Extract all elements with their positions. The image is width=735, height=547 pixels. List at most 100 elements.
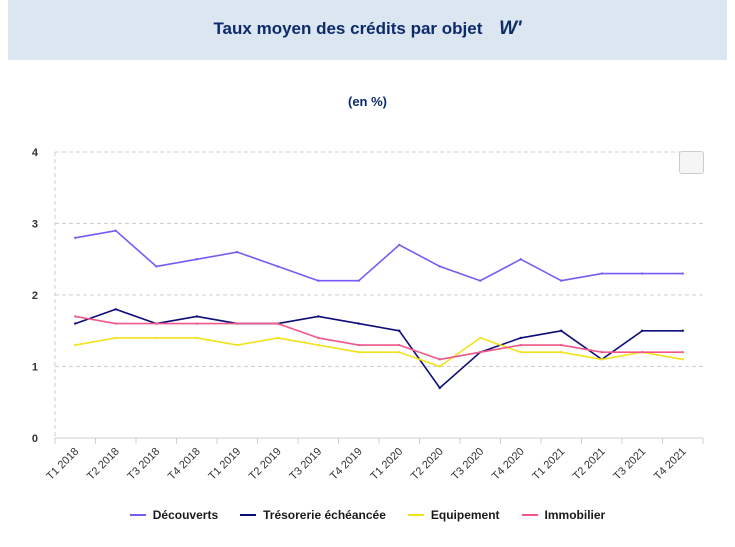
data-point <box>519 351 522 354</box>
x-tick-label: T3 2019 <box>287 446 324 483</box>
data-point <box>357 343 360 347</box>
data-point <box>519 336 522 340</box>
data-point <box>398 243 401 247</box>
x-tick-label: T1 2021 <box>530 446 567 483</box>
x-tick-label: T4 2018 <box>166 446 203 483</box>
chart-subtitle: (en %) <box>348 94 387 109</box>
chart-legend: Découverts Trésorerie échéancée Equipement… <box>0 508 735 522</box>
data-point <box>398 329 401 332</box>
legend-swatch <box>240 514 257 516</box>
data-point <box>317 315 320 318</box>
data-point <box>236 343 239 347</box>
legend-label: Immobilier <box>544 508 606 522</box>
x-tick-label: T2 2018 <box>85 446 122 483</box>
x-tick-label: T3 2021 <box>611 446 648 483</box>
x-tick-label: T4 2021 <box>652 446 689 483</box>
legend-label: Découverts <box>152 508 219 522</box>
series-line-0 <box>75 229 683 282</box>
data-point <box>357 279 360 282</box>
y-tick-label: 0 <box>32 433 38 445</box>
data-point <box>398 351 401 354</box>
data-point <box>438 386 441 390</box>
series-line-2 <box>75 337 683 368</box>
x-tick-label: T3 2018 <box>125 446 162 483</box>
data-point <box>74 236 77 239</box>
x-tick-label: T2 2019 <box>247 446 284 483</box>
data-point <box>74 322 77 325</box>
data-point <box>398 343 401 347</box>
data-point <box>641 329 644 332</box>
data-point <box>681 272 684 275</box>
x-tick-label: T1 2020 <box>368 446 405 483</box>
chart-menu-button[interactable] <box>679 151 704 174</box>
data-point <box>438 265 441 268</box>
data-point <box>600 272 603 275</box>
data-point <box>114 229 117 232</box>
x-tick-label: T1 2019 <box>206 446 243 483</box>
y-tick-label: 4 <box>32 147 39 159</box>
legend-item[interactable]: Découverts <box>129 508 219 522</box>
x-tick-label: T2 2021 <box>571 446 608 483</box>
data-point <box>681 351 684 354</box>
brand-logo: W' <box>499 18 522 39</box>
data-point <box>276 265 279 268</box>
x-tick-label: T4 2020 <box>490 446 527 483</box>
data-point <box>357 322 360 325</box>
data-point <box>600 358 603 361</box>
data-point <box>641 272 644 275</box>
data-point <box>114 336 117 340</box>
data-point <box>317 336 320 340</box>
data-point <box>74 343 77 347</box>
data-point <box>641 351 644 354</box>
data-point <box>600 351 603 354</box>
data-point <box>195 322 198 325</box>
y-tick-label: 3 <box>32 219 38 231</box>
x-tick-label: T3 2020 <box>449 446 486 483</box>
data-point <box>155 322 158 325</box>
series-line-1 <box>75 308 683 389</box>
legend-item[interactable]: Immobilier <box>521 508 606 522</box>
data-point <box>438 365 441 368</box>
data-point <box>74 315 77 318</box>
data-point <box>560 279 563 282</box>
data-point <box>317 279 320 282</box>
data-point <box>155 265 158 268</box>
y-tick-label: 1 <box>32 362 38 374</box>
legend-item[interactable]: Trésorerie échéancée <box>240 508 386 522</box>
data-point <box>276 322 279 325</box>
data-point <box>479 336 482 340</box>
data-point <box>438 358 441 361</box>
data-point <box>195 336 198 340</box>
data-point <box>560 329 563 332</box>
series-line-3 <box>75 315 683 361</box>
legend-swatch <box>129 514 146 516</box>
y-tick-label: 2 <box>32 290 38 302</box>
chart-header: Taux moyen des crédits par objet W' <box>8 0 727 60</box>
data-point <box>357 351 360 354</box>
legend-item[interactable]: Equipement <box>407 508 500 522</box>
chart-title-text: Taux moyen des crédits par objet <box>213 19 483 38</box>
x-tick-label: T1 2018 <box>44 446 81 483</box>
data-point <box>479 351 482 354</box>
x-tick-label: T2 2020 <box>409 446 446 483</box>
data-point <box>519 343 522 347</box>
data-point <box>560 351 563 354</box>
legend-label: Equipement <box>430 508 500 522</box>
data-point <box>276 336 279 340</box>
data-point <box>317 343 320 347</box>
chart-title: Taux moyen des crédits par objet W' <box>8 18 727 40</box>
data-point <box>236 250 239 254</box>
data-point <box>114 308 117 311</box>
data-point <box>479 279 482 282</box>
data-point <box>155 336 158 340</box>
data-point <box>236 322 239 325</box>
legend-label: Trésorerie échéancée <box>263 508 386 522</box>
x-tick-label: T4 2019 <box>328 446 365 483</box>
data-point <box>519 258 522 261</box>
data-point <box>560 343 563 347</box>
data-point <box>195 315 198 318</box>
legend-swatch <box>521 514 538 516</box>
legend-swatch <box>407 514 424 516</box>
data-point <box>681 358 684 361</box>
